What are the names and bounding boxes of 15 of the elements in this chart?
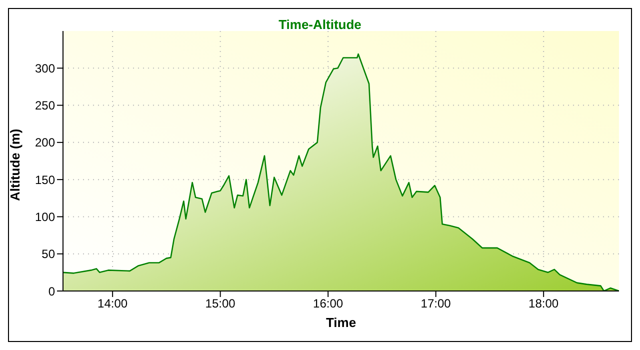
- x-tick-label: 18:00: [528, 296, 559, 311]
- x-tick-label: 14:00: [98, 296, 128, 311]
- x-tick-label: 17:00: [420, 296, 452, 311]
- y-tick-label: 100: [34, 210, 56, 224]
- x-tick-label: 16:00: [313, 296, 344, 311]
- y-tick-label: 200: [34, 136, 56, 150]
- x-tick-label: 15:00: [205, 296, 236, 311]
- y-tick-label: 0: [48, 284, 56, 298]
- y-tick-label: 50: [42, 247, 56, 262]
- y-tick-label: 300: [34, 61, 56, 76]
- x-axis-title: Time: [326, 315, 356, 330]
- y-tick-label: 150: [34, 172, 56, 187]
- y-tick-label: 250: [34, 98, 56, 113]
- chart-title: Time-Altitude: [278, 17, 362, 32]
- y-axis-title: Altitude (m): [8, 128, 23, 201]
